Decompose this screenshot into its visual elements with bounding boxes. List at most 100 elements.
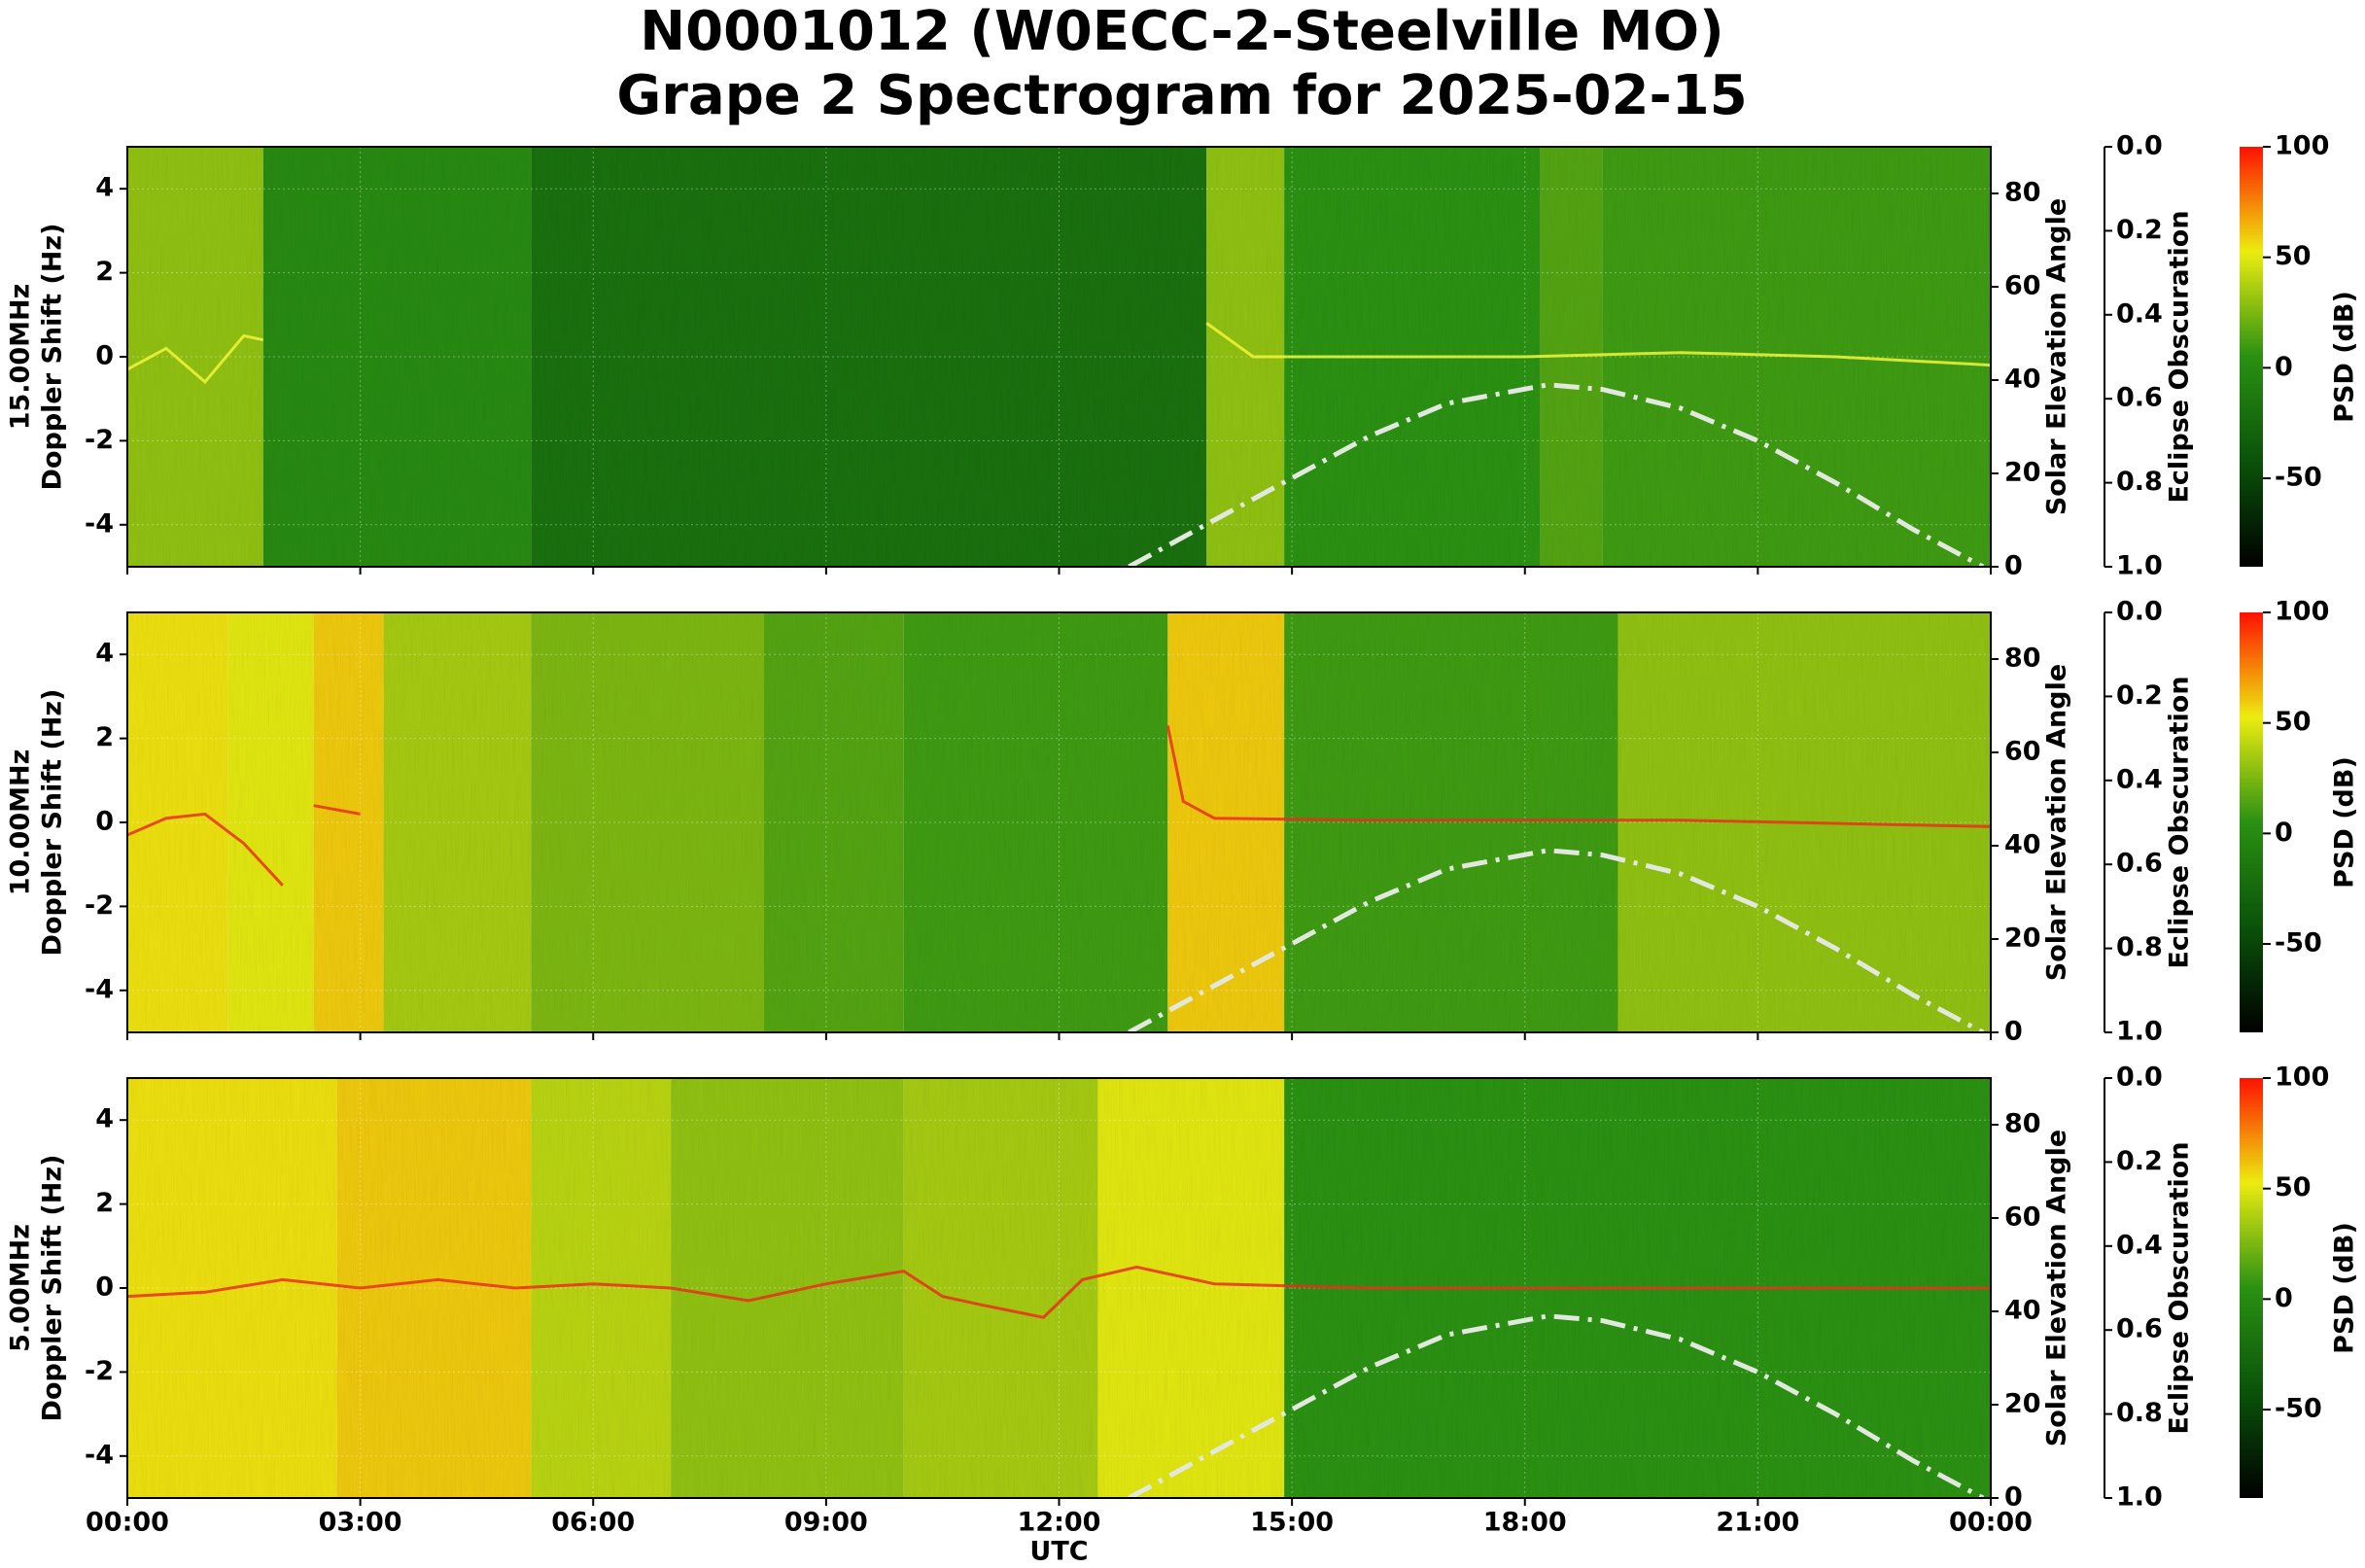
y-tick-label: -2 [85,1356,114,1386]
chart-subtitle: Grape 2 Spectrogram for 2025-02-15 [616,64,1747,127]
y3-tick-label: 0.6 [2116,849,2163,879]
y2-tick-label: 40 [2004,365,2041,395]
y-tick-label: 2 [95,257,114,287]
doppler-trace [126,725,1992,887]
y-tick-label: 0 [95,1272,114,1303]
colorbar-label: PSD (dB) [2330,756,2360,889]
panel-label: 5.00MHz [6,1224,36,1352]
y-tick-label: 4 [95,1104,114,1134]
colorbar-tick-label: 100 [2275,1063,2329,1093]
plot-frame [126,1077,1992,1499]
y-tick-label: 4 [95,639,114,669]
colorbar-tick-label: -50 [2275,928,2322,958]
x-tick-label: 21:00 [1716,1508,1799,1538]
x-tick-label: 15:00 [1250,1508,1334,1538]
x-axis-label: UTC [1029,1537,1088,1567]
y-tick-label: -2 [85,890,114,921]
y2-axis-label: Solar Elevation Angle [2042,664,2072,981]
colorbar-tick-label: 50 [2275,241,2312,271]
doppler-trace [126,1265,1991,1319]
y3-tick-label: 1.0 [2116,1017,2163,1047]
y-tick-label: -4 [85,1440,114,1470]
y2-tick-label: 0 [2004,551,2023,581]
colorbar-tick-label: -50 [2275,463,2322,493]
y3-tick-label: 0.4 [2116,298,2163,329]
colorbar-tick-label: 50 [2275,1172,2312,1202]
y2-tick-label: 40 [2004,1296,2041,1326]
y3-tick-label: 0.8 [2116,467,2163,497]
y2-axis-label: Solar Elevation Angle [2042,1130,2072,1446]
colorbar-tick-label: 50 [2275,707,2312,737]
colorbar-tick-label: -50 [2275,1394,2322,1424]
panel-label: 10.00MHz [6,749,36,896]
y2-tick-label: 60 [2004,737,2041,767]
y3-tick-label: 0.2 [2116,1146,2163,1176]
x-tick-label: 09:00 [784,1508,868,1538]
noise-texture [127,147,1991,567]
y3-tick-label: 0.8 [2116,932,2163,962]
y3-tick-label: 0.0 [2116,1063,2163,1093]
plot-frame [126,146,1992,568]
y2-tick-label: 40 [2004,830,2041,860]
y2-tick-label: 20 [2004,1389,2041,1419]
y3-tick-label: 0.4 [2116,1230,2163,1260]
y2-tick-label: 80 [2004,644,2041,674]
y3-tick-label: 0.6 [2116,1314,2163,1344]
plot-frame [126,611,1992,1033]
y2-tick-label: 0 [2004,1482,2023,1513]
y-tick-label: 4 [95,173,114,203]
y-tick-label: 2 [95,722,114,752]
y-tick-label: -2 [85,425,114,455]
y3-tick-label: 1.0 [2116,1482,2163,1513]
y-tick-label: -4 [85,508,114,539]
solar-elevation-line [1128,382,1985,570]
chart-title: N0001012 (W0ECC-2-Steelville MO) [640,0,1723,63]
y2-tick-label: 80 [2004,1109,2041,1139]
y2-tick-label: 60 [2004,271,2041,301]
y-tick-label: -4 [85,974,114,1004]
y2-tick-label: 20 [2004,923,2041,954]
colorbar [2240,612,2263,1032]
noise-texture [127,612,1991,1032]
x-tick-label: 12:00 [1018,1508,1101,1538]
y-axis-label: Doppler Shift (Hz) [38,689,68,957]
y3-tick-label: 0.4 [2116,764,2163,794]
y-axis-label: Doppler Shift (Hz) [38,1155,68,1422]
y3-tick-label: 0.2 [2116,680,2163,711]
colorbar-tick-label: 0 [2275,818,2293,848]
colorbar-tick-label: 0 [2275,1283,2293,1313]
y3-tick-label: 0.6 [2116,383,2163,413]
y3-tick-label: 0.2 [2116,215,2163,245]
y3-axis-label: Eclipse Obscuration [2165,676,2195,968]
colorbar-tick-label: 100 [2275,597,2329,627]
colorbar-tick-label: 0 [2275,352,2293,382]
doppler-trace [126,322,1992,385]
y-tick-label: 0 [95,807,114,837]
y3-tick-label: 0.8 [2116,1398,2163,1428]
colorbar-tick-label: 100 [2275,131,2329,161]
y3-axis-label: Eclipse Obscuration [2165,1141,2195,1434]
x-tick-label: 00:00 [86,1508,169,1538]
solar-elevation-line [1128,848,1985,1035]
y3-tick-label: 0.0 [2116,597,2163,627]
y2-tick-label: 80 [2004,178,2041,208]
y2-axis-label: Solar Elevation Angle [2042,198,2072,515]
x-tick-label: 00:00 [1949,1508,2033,1538]
x-tick-label: 03:00 [319,1508,402,1538]
y2-tick-label: 20 [2004,458,2041,488]
y3-tick-label: 1.0 [2116,551,2163,581]
colorbar [2240,1078,2263,1498]
y-tick-label: 2 [95,1188,114,1218]
y2-tick-label: 60 [2004,1202,2041,1233]
colorbar [2240,147,2263,567]
y3-tick-label: 0.0 [2116,131,2163,161]
x-tick-label: 18:00 [1483,1508,1567,1538]
colorbar-label: PSD (dB) [2330,1222,2360,1354]
x-tick-label: 06:00 [551,1508,635,1538]
y2-tick-label: 0 [2004,1017,2023,1047]
y3-axis-label: Eclipse Obscuration [2165,210,2195,503]
solar-elevation-line [1128,1313,1985,1501]
y-axis-label: Doppler Shift (Hz) [38,224,68,491]
